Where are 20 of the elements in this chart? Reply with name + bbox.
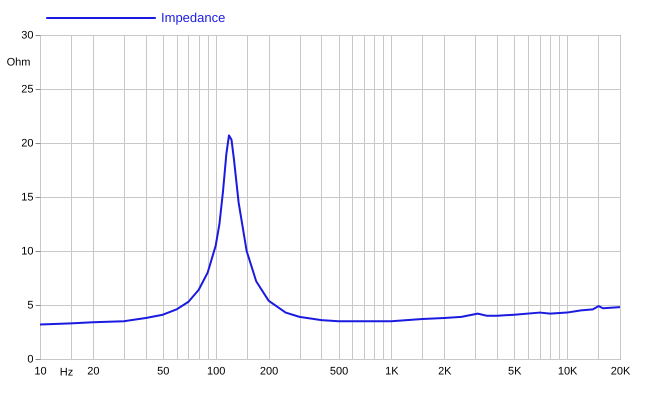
x-tick-label: 500 [330,366,348,378]
y-axis-title: Ohm [6,56,30,68]
x-tick-label: 20K [610,366,631,378]
x-tick-label: 5K [508,366,522,378]
y-tick-label: 30 [21,30,34,42]
y-tick-label: 25 [21,84,34,96]
y-tick-label: 0 [27,354,34,366]
x-tick-label: 2K [438,366,452,378]
y-tick-label: 20 [21,138,34,150]
x-tick-label: 1K [385,366,400,378]
x-tick-label: 10K [558,366,578,378]
x-axis-title: Hz [60,366,74,378]
x-tick-label: 100 [207,366,226,378]
y-tick-label: 5 [27,300,34,312]
y-tick-label: 10 [21,246,34,258]
x-tick-label: 50 [157,366,170,378]
y-tick-label: 15 [21,192,34,204]
x-tick-label: 200 [260,366,278,378]
x-tick-label: 20 [87,366,100,378]
text: Impedance [161,10,226,25]
